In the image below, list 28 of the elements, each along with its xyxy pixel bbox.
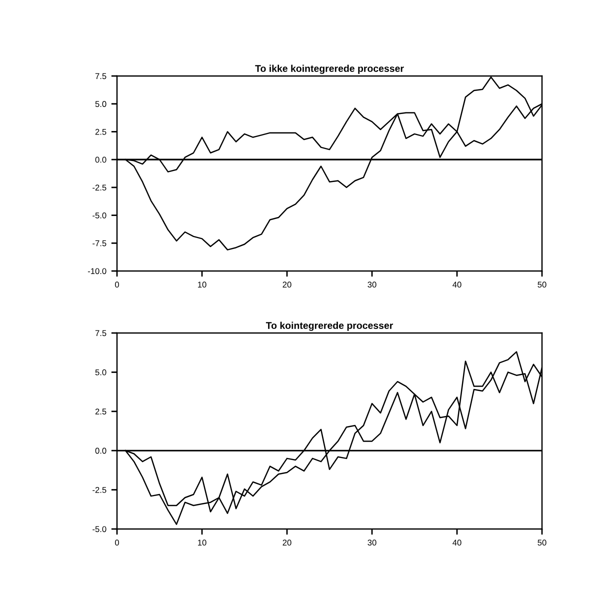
x-tick-label: 20 xyxy=(282,540,292,546)
y-tick-label: 0.0 xyxy=(95,156,106,163)
y-tick-label: 5.0 xyxy=(95,369,106,376)
x-tick-label: 20 xyxy=(282,282,292,288)
y-tick-label: 2.5 xyxy=(95,408,106,414)
x-tick-label: 0 xyxy=(115,540,119,546)
x-tick-label: 40 xyxy=(452,282,462,288)
y-tick-label: -5.0 xyxy=(92,212,106,218)
y-tick-label: -2.5 xyxy=(92,184,106,191)
y-tick-label: 0.0 xyxy=(95,448,106,454)
chart-title: To ikke kointegrerede processer xyxy=(255,64,404,74)
x-tick-label: 30 xyxy=(368,540,376,546)
x-tick-label: 10 xyxy=(198,540,206,546)
y-tick-label: -7.5 xyxy=(92,240,106,246)
x-tick-label: 0 xyxy=(115,282,119,288)
y-tick-label: -2.5 xyxy=(92,487,106,493)
chart-title: To kointegrerede processer xyxy=(266,322,394,331)
x-tick-label: 30 xyxy=(368,282,376,288)
y-tick-label: 7.5 xyxy=(95,73,106,80)
y-tick-label: 2.5 xyxy=(95,128,106,135)
y-tick-label: -10.0 xyxy=(88,268,106,274)
y-tick-label: 5.0 xyxy=(95,101,106,107)
y-tick-label: 7.5 xyxy=(95,330,106,336)
x-tick-label: 10 xyxy=(198,282,206,288)
y-tick-label: -5.0 xyxy=(92,526,106,532)
x-tick-label: 50 xyxy=(538,540,546,546)
x-tick-label: 50 xyxy=(538,282,546,288)
x-tick-label: 40 xyxy=(452,540,462,546)
